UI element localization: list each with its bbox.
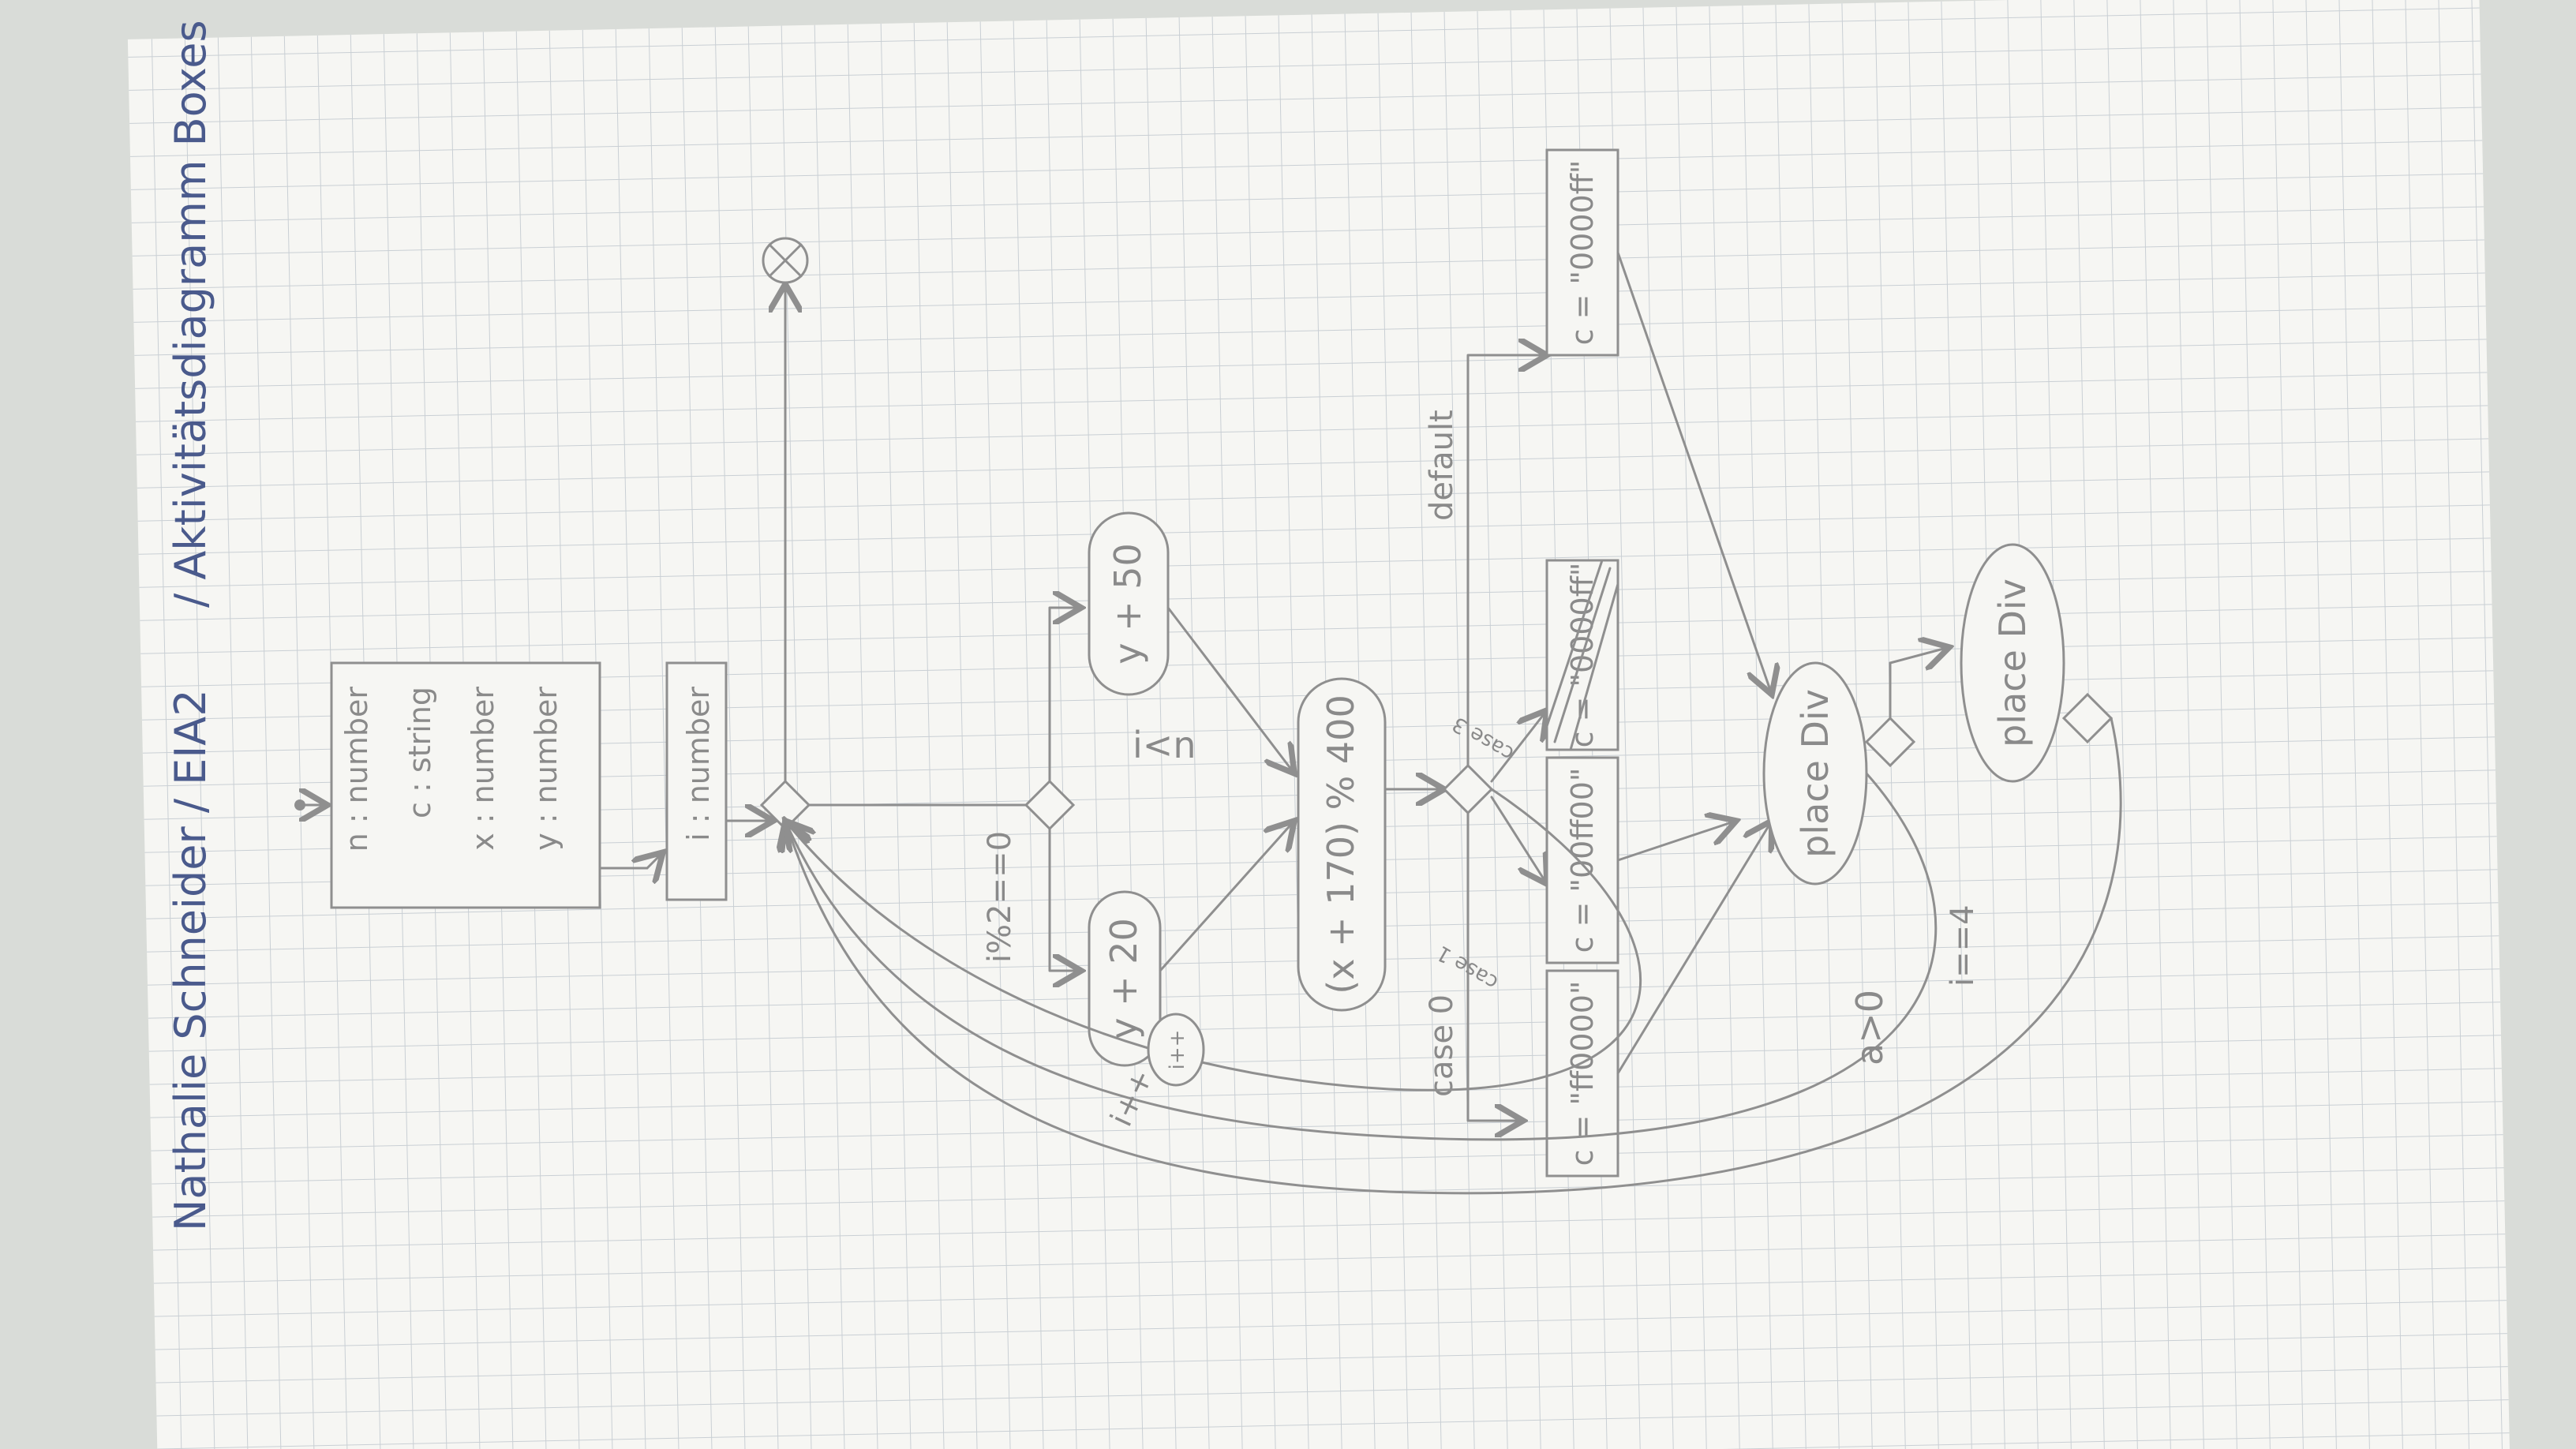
strike-hatching (1545, 559, 1619, 751)
modulo-action: (x + 170) % 400 (1297, 677, 1387, 1012)
even-decision (1024, 779, 1076, 831)
increment-inner-label: i++ (1166, 1030, 1189, 1070)
i-loop-back (785, 717, 2122, 1195)
c-blue-label: c = "0000ff" (1565, 160, 1600, 346)
y-plus-50-action: y + 50 (1088, 511, 1170, 696)
modulo-label: (x + 170) % 400 (1320, 695, 1362, 994)
place-div-2-label: place Div (1991, 578, 2034, 747)
c-blue-action: c = "0000ff" (1545, 148, 1619, 357)
loop-var-box: i : number (665, 661, 728, 901)
place-div-1-label: place Div (1794, 689, 1837, 858)
loop-var-label: i : number (681, 687, 716, 841)
default-branch (1466, 355, 1547, 767)
a-decision (1864, 716, 1916, 768)
increment-action: i++ (1147, 1013, 1205, 1087)
var-n: n : number (339, 687, 374, 852)
y-plus-20-action: y + 20 (1088, 890, 1162, 1067)
var-y: y : number (529, 687, 564, 851)
variables-box: n : number c : string x : number y : num… (330, 661, 601, 909)
even-branch (1048, 827, 1081, 971)
c-green-action: c = "00ff00" (1545, 756, 1619, 964)
place-div-action-1: place Div (1762, 661, 1868, 886)
place-div-action-2: place Div (1960, 543, 2065, 783)
i-guard: i==4 (1945, 904, 1981, 987)
start-node (294, 799, 305, 811)
y20-label: y + 20 (1103, 918, 1145, 1039)
var-c: c : string (402, 687, 437, 818)
c-blue-struck-action: c = "0000ff" (1545, 559, 1619, 751)
case0-branch (1466, 811, 1523, 1121)
loop-guard: i<n (1133, 724, 1196, 766)
y50-label: y + 50 (1106, 543, 1149, 665)
odd-branch (1048, 608, 1081, 783)
a-loop-back (785, 772, 1938, 1141)
c-green-label: c = "00ff00" (1565, 768, 1600, 953)
document-title: / Aktivitätsdiagramm Boxes (166, 20, 215, 608)
author-header: Nathalie Schneider / EIA2 (166, 689, 215, 1231)
case0-guard: case 0 (1424, 994, 1460, 1097)
end-node (762, 237, 809, 284)
a-guard: a>0 (1848, 990, 1891, 1065)
default-guard: default (1424, 410, 1460, 521)
var-x: x : number (466, 687, 500, 851)
even-guard: i%2==0 (982, 831, 1018, 963)
inner-loop-back (785, 788, 1642, 1091)
